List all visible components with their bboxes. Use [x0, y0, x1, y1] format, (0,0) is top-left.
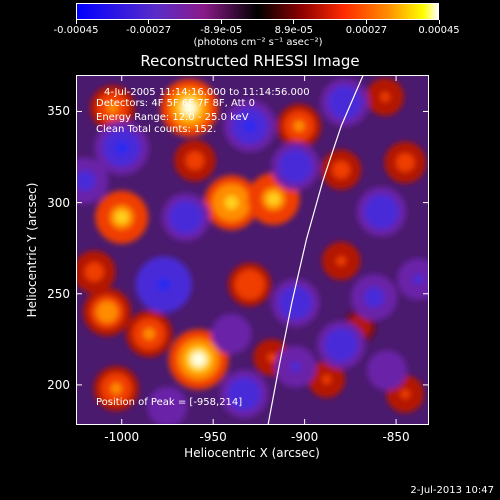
emission-source-blob: [267, 192, 281, 206]
x-tick-label: -1000: [104, 430, 140, 444]
negative-residual-blob: [381, 365, 392, 376]
negative-residual-blob: [238, 388, 251, 401]
energy-range-label: Energy Range: 12.0 - 25.0 keV: [96, 112, 249, 123]
negative-residual-blob: [156, 277, 171, 292]
emission-source-blob: [110, 382, 122, 395]
y-tick-label: 300: [47, 195, 70, 210]
y-axis-label: Heliocentric Y (arcsec): [25, 182, 39, 318]
negative-residual-blob: [114, 141, 129, 155]
colorbar: [76, 3, 439, 20]
timestamp: 2-Jul-2013 10:47: [410, 485, 494, 496]
colorbar-tick-mark: [148, 20, 150, 24]
negative-residual-blob: [162, 401, 173, 412]
colorbar-tick-label: -8.9e-05: [200, 25, 243, 36]
colorbar-tick-mark: [293, 20, 295, 24]
negative-residual-blob: [289, 160, 302, 173]
negative-residual-blob: [290, 361, 301, 372]
emission-source-blob: [267, 352, 277, 363]
emission-source-blob: [88, 266, 100, 278]
peak-position-label: Position of Peak = [-958,214]: [96, 397, 243, 408]
emission-source-blob: [336, 256, 347, 266]
chart-title: Reconstructed RHESSI Image: [140, 52, 360, 70]
emission-source-blob: [182, 100, 197, 116]
x-axis-label: Heliocentric X (arcsec): [184, 446, 320, 460]
negative-residual-blob: [79, 174, 91, 187]
emission-source-blob: [189, 155, 201, 166]
colorbar-tick-mark: [75, 20, 77, 24]
colorbar-tick-mark: [220, 20, 222, 24]
emission-source-blob: [336, 164, 347, 175]
emission-source-blob: [191, 351, 207, 367]
colorbar-tick-label: -0.00027: [126, 25, 172, 36]
x-tick-label: -950: [199, 430, 227, 444]
negative-residual-blob: [243, 119, 257, 133]
negative-residual-blob: [226, 328, 237, 339]
negative-residual-blob: [335, 338, 348, 351]
y-tick-label: 200: [47, 377, 70, 392]
x-tick-label: -900: [291, 430, 319, 444]
colorbar-tick-mark: [365, 20, 367, 24]
colorbar-units: (photons cm⁻² s⁻¹ asec⁻²): [193, 37, 323, 48]
detectors-label: Detectors: 4F 5F 6F 7F 8F, Att 0: [96, 98, 256, 109]
emission-source-blob: [400, 157, 411, 168]
y-tick-label: 250: [47, 286, 70, 301]
emission-source-blob: [143, 328, 155, 340]
negative-residual-blob: [368, 291, 380, 304]
emission-source-blob: [244, 279, 256, 291]
plot-frame: [76, 75, 429, 425]
solar-limb-curve: [267, 75, 364, 425]
negative-residual-blob: [338, 96, 351, 109]
x-tick-label: -850: [382, 430, 410, 444]
emission-source-blob: [321, 374, 332, 385]
colorbar-tick-label: -0.00045: [53, 25, 99, 36]
clean-counts-label: Clean Total counts: 152.: [96, 124, 217, 135]
negative-residual-blob: [375, 205, 388, 218]
emission-source-blob: [380, 92, 390, 102]
y-tick-label: 350: [47, 104, 70, 119]
time-range-label: 4-Jul-2005 11:14:16.000 to 11:14:56.000: [104, 87, 310, 98]
colorbar-tick-mark: [438, 20, 440, 24]
negative-residual-blob: [179, 211, 192, 224]
colorbar-tick-label: 8.9e-05: [274, 25, 313, 36]
emission-source-blob: [115, 210, 129, 224]
negative-residual-blob: [412, 273, 424, 285]
emission-source-blob: [101, 305, 114, 318]
emission-source-blob: [224, 195, 239, 210]
emission-source-blob: [293, 120, 305, 132]
heatmap-plot: [76, 75, 429, 425]
colorbar-tick-label: 0.00045: [418, 25, 460, 36]
emission-source-blob: [106, 102, 119, 114]
colorbar-tick-label: 0.00027: [345, 25, 388, 36]
emission-source-blob: [400, 389, 410, 399]
